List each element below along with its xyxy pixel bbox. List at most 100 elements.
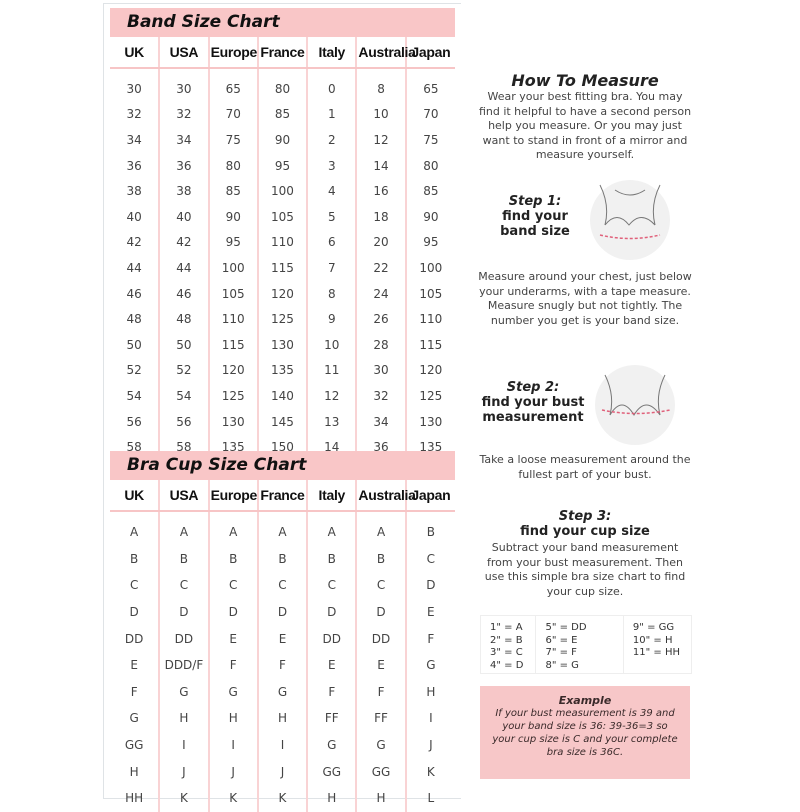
- table-cell: 48: [110, 306, 161, 332]
- table-cell: K: [159, 784, 210, 812]
- table-cell: 20: [356, 229, 407, 256]
- table-cell: F: [307, 678, 358, 706]
- table-cell: 100: [419, 260, 443, 275]
- table-cell: C: [110, 572, 161, 599]
- table-row: 56 56 130 145 13 34 130: [110, 408, 455, 435]
- table-row: 32 32 70 85 1 10 70: [110, 101, 455, 128]
- table-cell: B: [208, 545, 259, 573]
- cup-key-entry: 9" = GG: [632, 622, 675, 633]
- table-cell: 90: [423, 209, 439, 224]
- step3-heading: Step 3: find your cup size: [478, 509, 692, 539]
- table-row: 30 30 65 80 0 8 65: [110, 68, 455, 102]
- table-row: 44 44 100 115 7 22 100: [110, 255, 455, 281]
- step3-label: Step 3:: [558, 509, 612, 524]
- table-cell: 52: [110, 357, 161, 384]
- table-cell: D: [356, 598, 407, 626]
- table-cell: FF: [356, 705, 407, 732]
- table-cell: 34: [110, 127, 161, 153]
- table-cell: 32: [159, 101, 210, 128]
- cup-key-entry: 6" = E: [545, 634, 578, 646]
- table-cell: 145: [257, 408, 309, 435]
- table-cell: 110: [208, 306, 259, 332]
- column-header: Australia: [356, 37, 416, 69]
- table-cell: F: [257, 651, 309, 679]
- table-cell: I: [429, 711, 433, 726]
- table-cell: G: [356, 731, 407, 759]
- column-header: Australia: [356, 480, 416, 512]
- table-cell: 14: [356, 152, 407, 179]
- column-header: France: [257, 37, 309, 69]
- step3-title: find your cup size: [520, 524, 650, 539]
- table-cell: 105: [208, 280, 259, 307]
- table-row: 36 36 80 95 3 14 80: [110, 152, 455, 179]
- table-cell: J: [159, 758, 210, 785]
- column-header: Italy: [307, 480, 358, 512]
- table-cell: B: [426, 525, 435, 540]
- table-cell: 40: [110, 203, 161, 230]
- table-cell: 42: [110, 229, 161, 256]
- step3-text: Subtract your band measurement from your…: [484, 541, 686, 598]
- table-row: 40 40 90 105 5 18 90: [110, 203, 455, 230]
- cup-key-entry: 2" = B: [490, 634, 523, 646]
- table-cell: 70: [423, 107, 439, 122]
- table-cell: 54: [110, 383, 161, 409]
- table-cell: 30: [110, 68, 161, 102]
- table-cell: 50: [159, 331, 210, 358]
- table-cell: 6: [307, 229, 358, 256]
- table-cell: A: [356, 511, 407, 546]
- table-cell: B: [257, 545, 309, 573]
- table-cell: 135: [419, 440, 443, 455]
- table-cell: 42: [159, 229, 210, 256]
- step1-title: find your band size: [500, 209, 570, 239]
- table-cell: 40: [159, 203, 210, 230]
- example-title: Example: [558, 694, 612, 707]
- table-cell: 38: [159, 178, 210, 204]
- example-box: Example If your bust measurement is 39 a…: [480, 686, 690, 779]
- table-cell: F: [427, 631, 435, 646]
- bust-measure-illustration: [595, 365, 675, 445]
- table-cell: 8: [307, 280, 358, 307]
- table-cell: G: [426, 658, 436, 673]
- example-text: If your bust measurement is 39 and your …: [492, 708, 678, 758]
- table-cell: E: [307, 651, 358, 679]
- cup-key-entry: 8" = G: [545, 659, 579, 671]
- table-cell: DD: [307, 625, 358, 652]
- table-cell: 65: [208, 68, 259, 102]
- column-header: UK: [110, 480, 161, 512]
- table-cell: A: [208, 511, 259, 546]
- table-cell: 10: [307, 331, 358, 358]
- table-cell: G: [257, 678, 309, 706]
- table-cell: J: [257, 758, 309, 785]
- table-cell: 85: [257, 101, 309, 128]
- table-cell: C: [159, 572, 210, 599]
- table-cell: DD: [356, 625, 407, 652]
- table-cell: G: [307, 731, 358, 759]
- table-cell: 24: [356, 280, 407, 307]
- table-cell: 85: [208, 178, 259, 204]
- step1-label: Step 1:: [508, 194, 562, 209]
- cup-key-entry: 5" = DD: [545, 622, 587, 633]
- table-cell: A: [110, 511, 161, 546]
- table-cell: E: [110, 651, 161, 679]
- table-row: 48 48 110 125 9 26 110: [110, 306, 455, 332]
- column-header: UK: [110, 37, 161, 69]
- table-cell: L: [427, 791, 435, 806]
- table-cell: 26: [356, 306, 407, 332]
- table-cell: 135: [257, 357, 309, 384]
- table-cell: D: [159, 598, 210, 626]
- cup-key-entry: 11" = HH: [632, 647, 681, 658]
- table-cell: A: [159, 511, 210, 546]
- table-cell: 115: [257, 255, 309, 281]
- table-cell: B: [307, 545, 358, 573]
- table-cell: 54: [159, 383, 210, 409]
- table-cell: H: [307, 784, 358, 812]
- table-cell: F: [356, 678, 407, 706]
- table-row: 58 58 135 150 14 36 135: [110, 434, 455, 460]
- table-cell: HH: [110, 784, 161, 812]
- column-header: France: [257, 480, 309, 512]
- table-cell: 50: [110, 331, 161, 358]
- cup-key-entry: 7" = F: [545, 647, 577, 658]
- table-cell: B: [356, 545, 407, 573]
- table-cell: F: [208, 651, 259, 679]
- table-cell: D: [257, 598, 309, 626]
